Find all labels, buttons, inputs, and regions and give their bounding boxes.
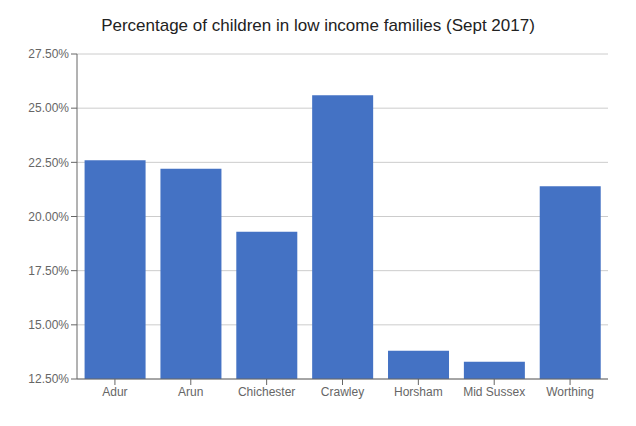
svg-text:Horsham: Horsham [394,385,443,399]
svg-text:Crawley: Crawley [321,385,364,399]
svg-text:22.50%: 22.50% [28,156,69,170]
svg-text:Mid Sussex: Mid Sussex [463,385,525,399]
svg-text:20.00%: 20.00% [28,210,69,224]
svg-text:Arun: Arun [178,385,203,399]
svg-text:Worthing: Worthing [546,385,594,399]
svg-text:27.50%: 27.50% [28,47,69,61]
svg-text:25.00%: 25.00% [28,101,69,115]
svg-text:Adur: Adur [102,385,127,399]
svg-text:17.50%: 17.50% [28,264,69,278]
svg-text:Chichester: Chichester [238,385,295,399]
html-text:Percentage of children in low: Percentage of children in low income fam… [101,16,535,35]
svg-text:15.00%: 15.00% [28,318,69,332]
svg-text:12.50%: 12.50% [28,372,69,386]
